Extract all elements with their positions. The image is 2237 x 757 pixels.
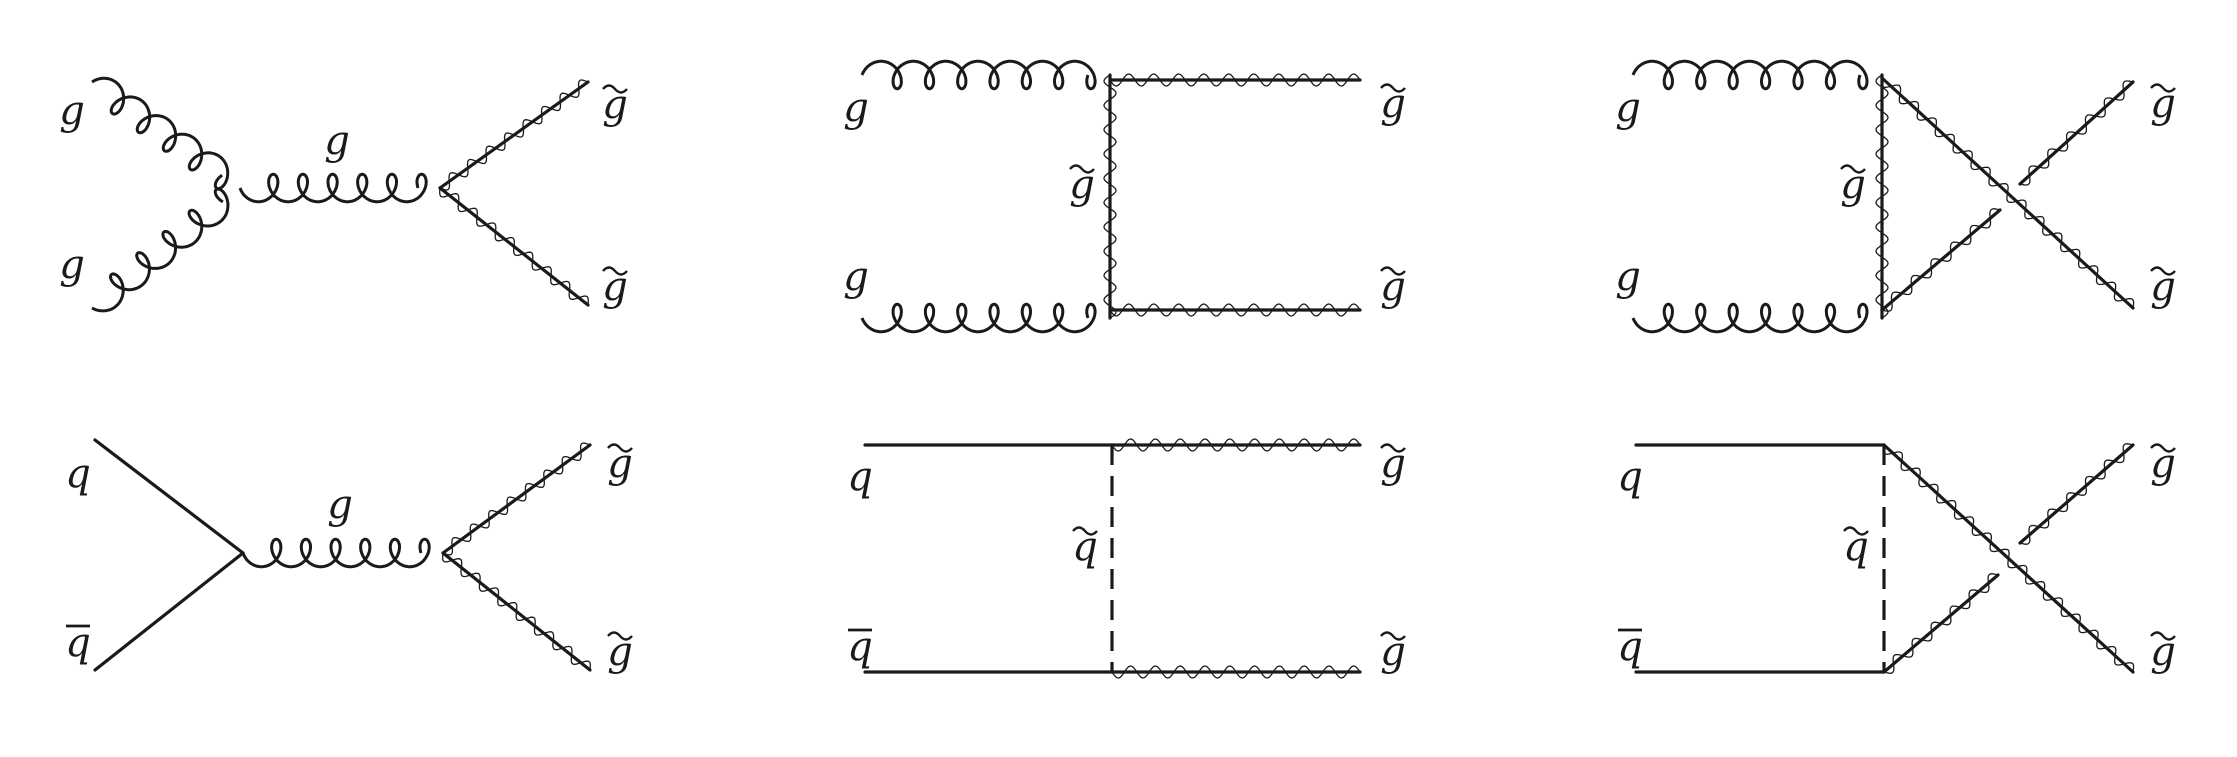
svg-text:g: g xyxy=(59,88,85,134)
label-g-in-top: g xyxy=(843,85,869,131)
label-gluino-exchange: g xyxy=(1069,162,1095,208)
label-qbar-in: q xyxy=(1617,624,1643,670)
gluon-propagator xyxy=(238,172,428,204)
gluino-out-crossed-upper xyxy=(2018,443,2135,545)
propagator-lines xyxy=(91,59,2135,679)
label-gluino-out-bottom: g xyxy=(607,629,633,675)
label-g-internal: g xyxy=(327,482,353,528)
label-qbar-in: q xyxy=(65,620,91,666)
label-gluino-exchange: g xyxy=(1840,162,1866,208)
gluino-out-crossed-lower xyxy=(1880,208,2002,312)
gluino-exchange xyxy=(1875,73,1889,320)
label-gluino-out-top: g xyxy=(1380,81,1406,127)
quark-in xyxy=(93,438,245,555)
gluon-in-top xyxy=(91,76,230,191)
label-gluino-out-bottom: g xyxy=(2150,264,2176,310)
gluon-in-top xyxy=(1631,59,1869,91)
svg-text:q: q xyxy=(65,620,91,666)
label-q-in: q xyxy=(1617,454,1643,500)
gluino-out-top xyxy=(1108,73,1362,87)
svg-text:q: q xyxy=(847,454,873,500)
gluino-out-crossed-upper xyxy=(2018,80,2135,186)
svg-text:g: g xyxy=(1615,85,1641,131)
gluino-exchange xyxy=(1103,73,1117,320)
svg-text:g: g xyxy=(1615,254,1641,300)
label-g-in-bottom: g xyxy=(59,242,85,288)
label-gluino-out-top: g xyxy=(602,82,628,128)
gluino-out-crossed-down xyxy=(1882,443,2135,674)
svg-text:g: g xyxy=(324,118,350,164)
svg-text:g: g xyxy=(843,85,869,131)
svg-text:q: q xyxy=(1617,624,1643,670)
svg-text:g: g xyxy=(327,482,353,528)
label-q-in: q xyxy=(65,451,91,497)
label-g-in-bottom: g xyxy=(843,254,869,300)
gluino-out-crossed-down xyxy=(1880,76,2135,310)
gluino-out-bottom xyxy=(438,186,590,307)
gluino-out-top xyxy=(1110,438,1362,452)
label-gluino-out-bottom: g xyxy=(2150,629,2176,675)
gluino-out-bottom xyxy=(441,551,592,672)
label-g-in-top: g xyxy=(1615,85,1641,131)
gluon-propagator xyxy=(241,537,431,569)
gluon-in-bottom xyxy=(1631,302,1869,334)
svg-text:g: g xyxy=(59,242,85,288)
label-gluino-out-top: g xyxy=(607,441,633,487)
label-squark-exchange: q xyxy=(1843,524,1869,570)
svg-text:q: q xyxy=(847,624,873,670)
label-gluino-out-top: g xyxy=(2150,441,2176,487)
label-q-in: q xyxy=(847,454,873,500)
label-gluino-out-bottom: g xyxy=(602,264,628,310)
label-qbar-in: q xyxy=(847,624,873,670)
svg-text:q: q xyxy=(65,451,91,497)
gluino-out-bottom xyxy=(1110,665,1362,679)
label-g-internal: g xyxy=(324,118,350,164)
gluino-out-bottom xyxy=(1108,303,1362,317)
label-gluino-out-bottom: g xyxy=(1380,264,1406,310)
gluino-out-crossed-lower xyxy=(1882,573,2000,674)
gluon-in-top xyxy=(860,59,1097,91)
particle-labels: g g g g g g g g g g g g g g g q q g g g q q q g g q q q g g xyxy=(59,81,2176,675)
gluon-in-bottom xyxy=(860,302,1097,334)
svg-text:q: q xyxy=(1617,454,1643,500)
gluino-out-top xyxy=(438,79,590,191)
label-gluino-out-bottom: g xyxy=(1380,629,1406,675)
label-g-in-top: g xyxy=(59,88,85,134)
label-squark-exchange: q xyxy=(1072,524,1098,570)
antiquark-in xyxy=(93,551,245,672)
label-gluino-out-top: g xyxy=(1380,441,1406,487)
svg-text:g: g xyxy=(843,254,869,300)
label-gluino-out-top: g xyxy=(2150,81,2176,127)
label-g-in-bottom: g xyxy=(1615,254,1641,300)
gluon-in-bottom xyxy=(91,187,230,313)
gluino-out-top xyxy=(441,442,592,556)
